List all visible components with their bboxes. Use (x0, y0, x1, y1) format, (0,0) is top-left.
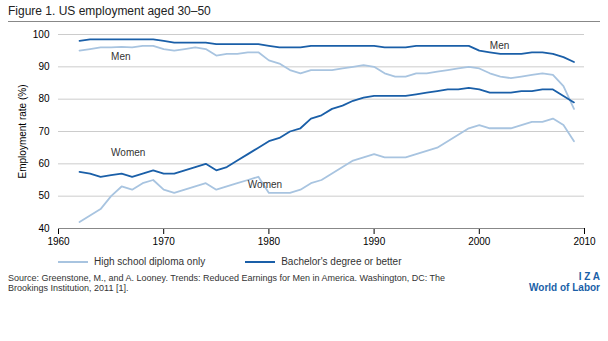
svg-text:1960: 1960 (47, 236, 70, 247)
svg-text:Men: Men (490, 40, 509, 51)
svg-text:60: 60 (38, 158, 50, 169)
svg-text:Women: Women (248, 179, 282, 190)
svg-text:70: 70 (38, 126, 50, 137)
html-text:High school diploma only: High school diploma only (94, 256, 206, 267)
svg-text:1980: 1980 (258, 236, 281, 247)
svg-text:80: 80 (38, 93, 50, 104)
svg-text:100: 100 (33, 29, 50, 40)
html-text:Bachelor's degree or better: Bachelor's degree or better (281, 256, 402, 267)
svg-text:90: 90 (38, 61, 50, 72)
svg-text:2000: 2000 (468, 236, 491, 247)
svg-text:Women: Women (111, 147, 145, 158)
html-text:Source: Greenstone, M., and A.: Source: Greenstone, M., and A. Looney. T… (8, 273, 446, 293)
html-text:I Z A World of Labor: I Z A World of Labor (529, 271, 600, 293)
svg-text:1990: 1990 (363, 236, 386, 247)
svg-text:Men: Men (111, 51, 130, 62)
svg-text:1970: 1970 (153, 236, 176, 247)
html-text:Figure 1. US employment aged 3: Figure 1. US employment aged 30–50 (8, 4, 211, 18)
svg-text:Employment rate (%): Employment rate (%) (17, 85, 28, 179)
svg-text:50: 50 (38, 190, 50, 201)
svg-text:2010: 2010 (573, 236, 596, 247)
svg-text:40: 40 (38, 223, 50, 234)
